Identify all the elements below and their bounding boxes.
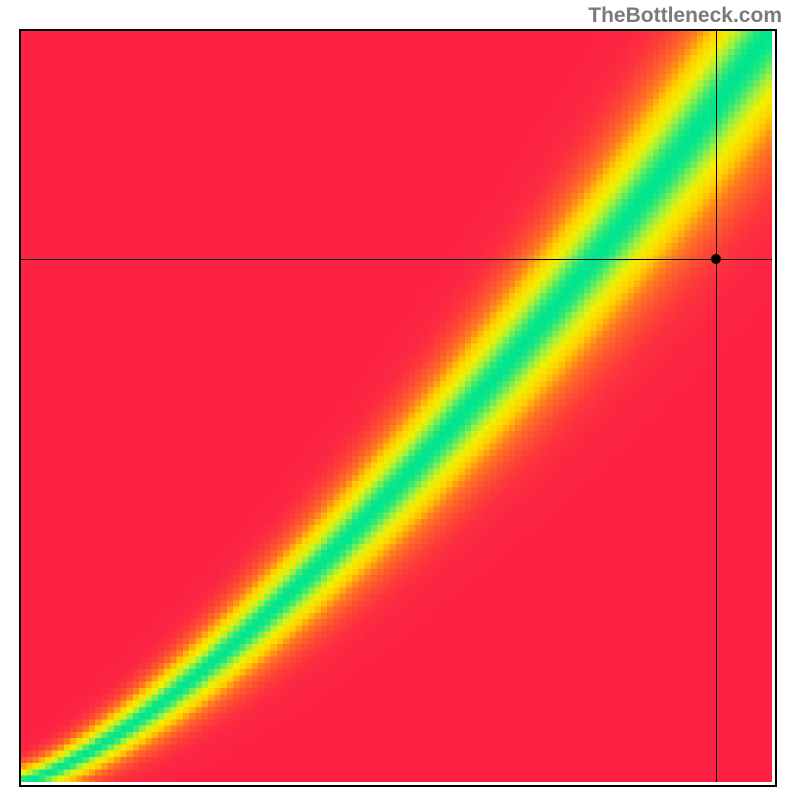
site-watermark: TheBottleneck.com (588, 4, 782, 28)
bottleneck-heatmap (20, 30, 780, 790)
heatmap-canvas (20, 30, 772, 782)
